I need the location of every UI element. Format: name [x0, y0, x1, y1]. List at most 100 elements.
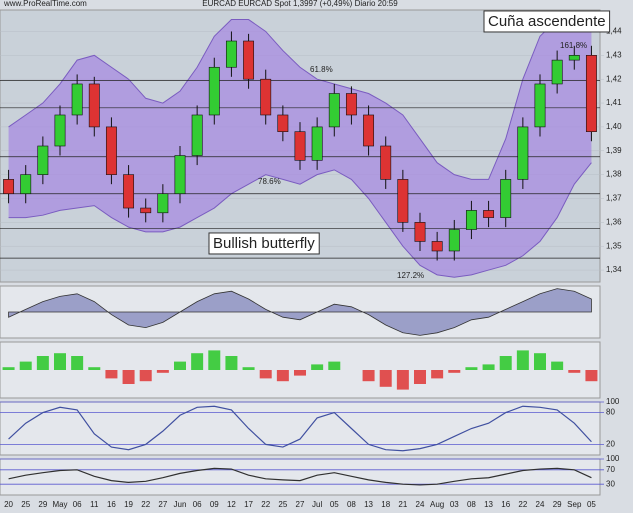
x-tick-label: 16: [501, 500, 510, 509]
bar: [54, 353, 66, 370]
x-tick-label: 24: [416, 500, 425, 509]
candle-body: [88, 83, 100, 128]
annotation-box: [208, 232, 320, 255]
y-tick-label: 1,42: [606, 74, 622, 83]
x-tick-label: 06: [73, 500, 82, 509]
annotation: 161.8%: [560, 41, 587, 50]
x-tick-label: 19: [124, 500, 133, 509]
y-tick-label: 1,40: [606, 122, 622, 131]
y-tick-label: 1,36: [606, 217, 622, 226]
x-tick-label: 05: [587, 500, 596, 509]
candle-body: [277, 114, 289, 132]
x-tick-label: 22: [261, 500, 270, 509]
bar: [499, 356, 512, 370]
y-tick-label: 1,39: [606, 146, 622, 155]
y-tick-label: 1,38: [606, 170, 622, 179]
line: [8, 467, 592, 486]
candle-body: [71, 83, 83, 116]
bar: [71, 356, 84, 370]
y-tick-label: 1,41: [606, 98, 622, 107]
y-tick-label: 70: [606, 465, 615, 474]
bar: [414, 370, 426, 384]
bar: [482, 364, 495, 370]
x-tick-label: 25: [278, 500, 287, 509]
annotation: 61.8%: [310, 65, 333, 74]
x-tick-label: 11: [90, 500, 99, 509]
x-tick-label: May: [52, 500, 67, 509]
y-tick-label: 1,34: [606, 265, 622, 274]
y-tick-label: 1,43: [606, 50, 622, 59]
bar: [396, 370, 409, 390]
x-tick-label: 13: [364, 500, 373, 509]
x-tick-label: 08: [467, 500, 476, 509]
x-tick-label: 21: [398, 500, 407, 509]
x-tick-label: 29: [38, 500, 47, 509]
bar: [328, 361, 341, 370]
bar: [242, 367, 255, 370]
bar: [516, 350, 529, 370]
panel: [0, 458, 601, 496]
annotation: 78.6%: [258, 177, 281, 186]
candle-body: [397, 179, 409, 223]
x-tick-label: 27: [296, 500, 305, 509]
x-tick-label: 25: [21, 500, 30, 509]
candle-body: [465, 210, 477, 230]
x-tick-label: 18: [381, 500, 390, 509]
candle-body: [363, 114, 375, 147]
bar: [191, 353, 204, 370]
bar: [276, 370, 289, 382]
candle-body: [174, 155, 186, 195]
x-tick-label: Jul: [312, 500, 322, 509]
bar: [2, 367, 15, 370]
candle-body: [3, 179, 15, 195]
y-tick-label: 80: [606, 408, 615, 417]
candle-body: [294, 131, 306, 161]
bar: [431, 370, 444, 379]
candle-body: [243, 40, 255, 80]
candle-body: [448, 229, 460, 252]
x-tick-label: 03: [450, 500, 459, 509]
y-tick-label: 1,37: [606, 194, 622, 203]
bar: [19, 361, 32, 370]
bar: [585, 370, 598, 382]
y-tick-label: 100: [606, 454, 620, 463]
candle-body: [225, 40, 237, 68]
candle-body: [534, 83, 546, 128]
y-tick-label: 1,44: [606, 27, 622, 36]
bar: [311, 364, 324, 370]
x-tick-label: Jun: [174, 500, 187, 509]
area: [8, 288, 592, 336]
candle-body: [105, 126, 117, 175]
candle-body: [54, 114, 66, 147]
source: www.ProRealTime.com: [3, 0, 87, 8]
x-tick-label: 16: [107, 500, 116, 509]
candle-body: [380, 145, 392, 180]
bar: [122, 370, 135, 384]
x-tick-label: Sep: [567, 500, 582, 509]
candle-body: [191, 114, 203, 156]
x-tick-label: 13: [484, 500, 493, 509]
bar: [36, 356, 49, 370]
annotation-box: [483, 10, 611, 33]
panel: [0, 401, 601, 456]
x-tick-label: 17: [244, 500, 253, 509]
candle-body: [517, 126, 529, 180]
y-tick-label: 20: [606, 440, 615, 449]
candle-body: [328, 93, 340, 128]
annotation: 127.2%: [397, 271, 424, 280]
candle-body: [37, 145, 49, 175]
bar: [448, 370, 461, 373]
bar: [139, 370, 152, 382]
x-tick-label: 22: [518, 500, 527, 509]
x-tick-label: 06: [193, 500, 202, 509]
bar: [174, 361, 186, 370]
x-tick-label: 27: [158, 500, 167, 509]
annotation: Bullish butterfly: [213, 235, 315, 252]
bar: [362, 370, 375, 382]
x-tick-label: 12: [227, 500, 236, 509]
bar: [551, 361, 564, 370]
x-tick-label: 24: [536, 500, 545, 509]
candle-body: [431, 241, 443, 252]
x-tick-label: 08: [347, 500, 356, 509]
bar: [156, 370, 169, 373]
